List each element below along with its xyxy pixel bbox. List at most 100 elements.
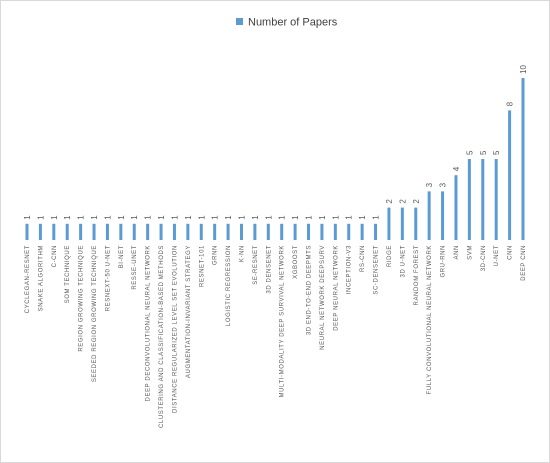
bar (38, 223, 42, 240)
bar (159, 223, 163, 240)
data-label: 1 (130, 215, 139, 220)
x-tick-label: SVM (467, 245, 473, 260)
x-tick-label: SE-RESNET (253, 245, 259, 285)
x-tick-label: SOM TECHNIQUE (65, 245, 71, 303)
x-tick-label: XGBOOST (293, 245, 299, 279)
bar (400, 207, 404, 240)
bar (467, 159, 471, 240)
x-tick-label: BI-NET (119, 245, 125, 268)
data-label: 5 (465, 150, 474, 155)
x-tick-label: RS-CNN (360, 245, 366, 272)
x-tick-label: REGION GROWING TECHNIQUE (79, 245, 85, 352)
legend-swatch (236, 18, 243, 25)
data-label: 1 (305, 215, 314, 220)
x-tick-label: RIDGE (387, 245, 393, 267)
x-tick-label: INCEPTION-V3 (347, 245, 353, 294)
x-tick-label: 3D U-NET (400, 245, 406, 277)
bar (441, 191, 445, 240)
data-label: 10 (519, 65, 528, 74)
x-tick-label: DEEP DECONVOLUTIONAL NEURAL NETWORK (146, 245, 152, 401)
bar (79, 223, 83, 240)
bar (414, 207, 418, 240)
legend-label: Number of Papers (248, 17, 338, 29)
x-tick-label: FULLY CONVOLUTIONAL NEURAL NETWORK (427, 245, 433, 394)
x-tick-label: GRU-RNN (441, 245, 447, 278)
x-tick-label: CLUSTERING AND CLASSIFICATION-BASED METH… (159, 245, 165, 428)
x-tick-label: SNAKE ALGORITHM (38, 245, 44, 311)
bar (253, 223, 257, 240)
x-tick-label: GRNN (213, 245, 219, 265)
data-label: 1 (372, 215, 381, 220)
bar (65, 223, 69, 240)
x-tick-label: LOGISTIC REGRESSION (226, 245, 232, 326)
x-tick-label: ANN (454, 245, 460, 259)
bar (146, 223, 150, 240)
data-label: 1 (291, 215, 300, 220)
bar (226, 223, 230, 240)
data-label: 2 (398, 199, 407, 204)
bar (360, 223, 364, 240)
x-tick-label: RESSE-UNET (132, 245, 138, 290)
x-tick-label: DEEP CNN (521, 245, 527, 281)
x-tick-label: CNN (508, 245, 514, 260)
data-label: 1 (170, 215, 179, 220)
bar (347, 223, 351, 240)
data-label: 1 (23, 215, 32, 220)
x-tick-label: RESNET-101 (199, 245, 205, 287)
data-label: 2 (412, 199, 421, 204)
x-tick-label: AUGMENTATION-INVARIANT STRATEGY (186, 245, 192, 378)
bar (280, 223, 284, 240)
bar (52, 223, 56, 240)
x-tick-label: C-CNN (52, 245, 58, 267)
data-label: 1 (278, 215, 287, 220)
bar (508, 110, 512, 241)
data-label: 1 (197, 215, 206, 220)
data-label: 1 (237, 215, 246, 220)
data-label: 1 (117, 215, 126, 220)
bar (172, 223, 176, 240)
data-label: 1 (103, 215, 112, 220)
data-label: 5 (492, 150, 501, 155)
data-label: 1 (331, 215, 340, 220)
bar (92, 223, 96, 240)
data-label: 3 (439, 182, 448, 187)
x-tick-label: SC-DENSENET (374, 245, 380, 295)
x-tick-label: NEURAL NETWORK DEEPSURV (320, 245, 326, 350)
bar (293, 223, 297, 240)
bar (481, 159, 485, 240)
data-label: 8 (506, 101, 515, 106)
data-label: 1 (63, 215, 72, 220)
bar (132, 223, 136, 240)
data-label: 1 (224, 215, 233, 220)
data-label: 1 (50, 215, 59, 220)
data-label: 1 (144, 215, 153, 220)
x-tick-label: 3D END-TO-END DEEPMTS (307, 245, 313, 335)
data-label: 1 (184, 215, 193, 220)
bar (427, 191, 431, 240)
data-label: 2 (385, 199, 394, 204)
data-label: 1 (251, 215, 260, 220)
data-label: 1 (318, 215, 327, 220)
x-tick-label: CYCLEGAN-RESNET (25, 245, 31, 313)
bar (374, 223, 378, 240)
data-label: 5 (479, 150, 488, 155)
data-label: 1 (264, 215, 273, 220)
x-tick-label: RANDOM FOREST (414, 245, 420, 305)
data-label: 1 (211, 215, 220, 220)
data-label: 3 (425, 182, 434, 187)
bar (387, 207, 391, 240)
bar (119, 223, 123, 240)
x-tick-label: K-NN (239, 245, 245, 262)
data-label: 1 (358, 215, 367, 220)
bar (333, 223, 337, 240)
bar (213, 223, 217, 240)
bar (105, 223, 109, 240)
data-label: 1 (77, 215, 86, 220)
bar (494, 159, 498, 240)
x-tick-label: DISTANCE REGULARIZED LEVEL SET EVOLUTION (172, 245, 178, 413)
x-tick-label: 3D DENSENET (266, 245, 272, 294)
bar (239, 223, 243, 240)
